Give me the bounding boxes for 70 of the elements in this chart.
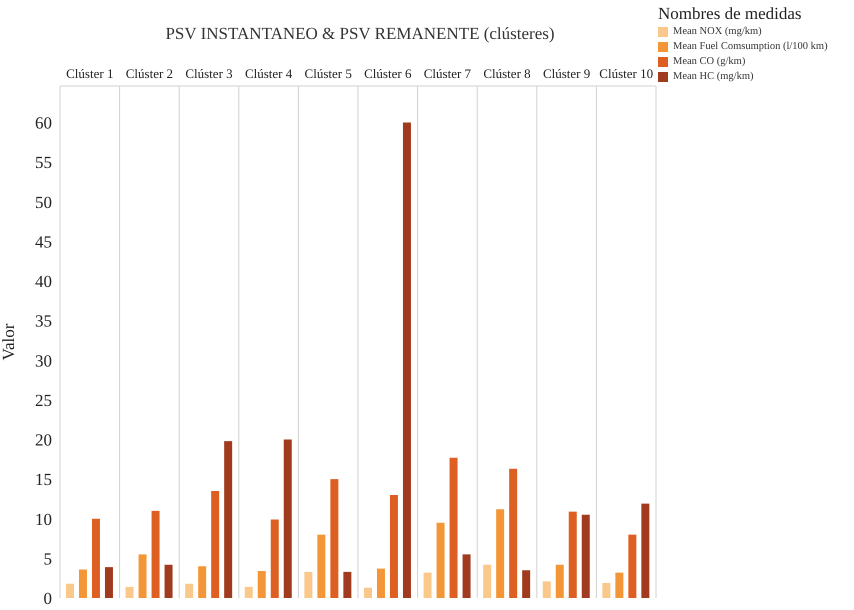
y-tick-label: 60 [35,113,52,132]
x-tick-label: Clúster 4 [244,66,293,81]
x-tick-label: Clúster 9 [542,66,590,81]
bar [244,586,253,598]
y-tick-label: 15 [35,470,52,490]
x-tick-label: Clúster 5 [304,66,352,81]
y-tick-label: 10 [35,510,52,529]
y-tick-label: 35 [35,312,52,331]
x-tick-label: Clúster 10 [599,66,654,81]
bar [284,439,292,598]
y-axis-title: Valor [0,323,18,360]
bar [104,567,113,598]
bar [628,534,636,598]
bar [450,458,458,598]
y-tick-label: 40 [35,272,52,292]
bar [185,584,194,598]
y-tick-label: 25 [35,390,52,410]
x-tick-label: Clúster 3 [185,66,233,81]
bar [78,569,87,598]
bar [198,566,206,598]
chart-title: PSV INSTANTANEO & PSV REMANENTE (clústeres) [165,24,555,43]
bar [211,491,220,598]
legend-title: Nombres de medidas [658,4,803,24]
bar [138,554,147,598]
bar [582,514,590,598]
y-tick-label: 45 [35,232,52,252]
bar [436,522,445,598]
bar [270,520,279,598]
bar [152,510,160,598]
bar [126,586,134,598]
bar [343,572,352,598]
bar [317,534,326,598]
bar [390,494,398,598]
legend-label: Mean NOX (mg/km) [672,25,763,39]
bar [542,581,551,598]
bar [641,504,650,598]
bar [568,512,577,598]
bar [304,572,312,598]
legend-label: Mean CO (g/km) [672,55,746,69]
bar [376,568,385,598]
bar [66,584,74,598]
bar [522,570,530,598]
bar [424,572,432,598]
x-tick-label: Clúster 2 [126,66,174,81]
bar [364,588,372,598]
bar [615,572,624,598]
x-tick-label: Clúster 8 [483,66,531,81]
y-tick-label: 50 [35,192,52,212]
y-tick-label: 5 [44,549,52,568]
y-tick-label: 20 [35,430,52,450]
bar [483,564,492,598]
bar [224,441,232,598]
bar [402,122,411,598]
bar [258,571,266,598]
legend-label: Mean Fuel Comsumption (l/100 km) [672,40,829,54]
x-tick-label: Clúster 7 [424,66,472,81]
y-tick-label: 30 [35,351,52,370]
bar [509,468,518,598]
x-tick-label: Clúster 1 [66,66,114,81]
legend-label: Mean HC (mg/km) [672,70,754,84]
bar [496,509,504,598]
x-tick-label: Clúster 6 [364,66,412,81]
bar [602,582,610,598]
bar [92,518,100,598]
bar [462,554,471,598]
bar [164,564,173,598]
y-tick-label: 55 [35,153,52,172]
bar [556,564,564,598]
bar [330,479,338,598]
y-tick-label: 0 [44,589,52,608]
